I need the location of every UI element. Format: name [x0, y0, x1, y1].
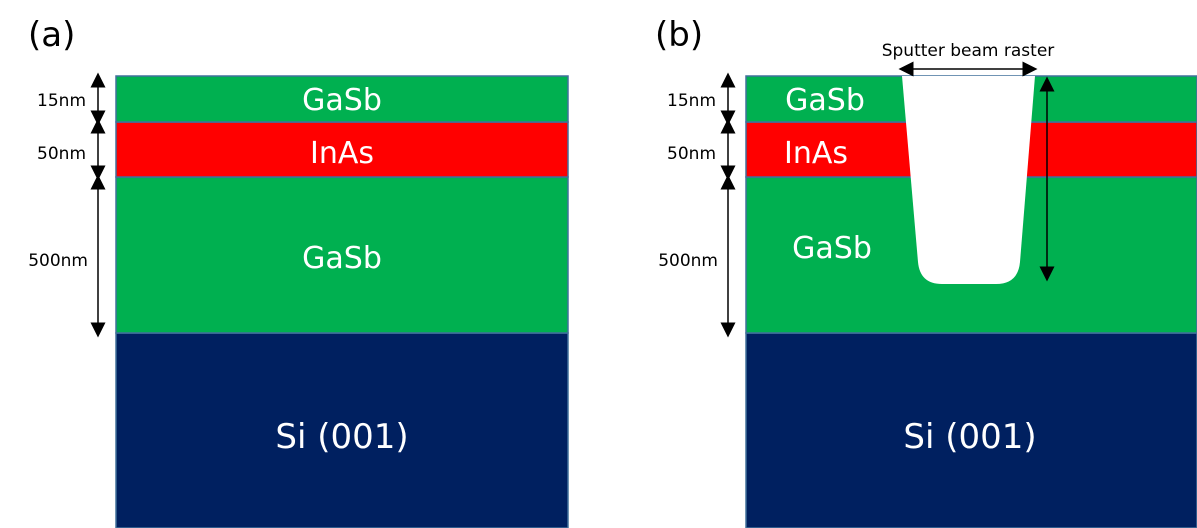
panel-a-dimension-group: 15nm 50nm 500nm [28, 72, 106, 338]
panel-b-sputter-crater [902, 76, 1035, 284]
panel-a-substrate-label: Si (001) [275, 417, 408, 457]
panel-b-layer-stack: GaSb InAs GaSb Si (001) [745, 75, 1197, 528]
panel-b-label: (b) [655, 15, 703, 55]
panel-b-substrate-layer [745, 332, 1197, 528]
panel-b-dimension-group: 15nm 50nm 500nm [658, 72, 736, 338]
panel-a-top-gasb-label: GaSb [302, 83, 382, 118]
panel-a: (a) GaSb InAs GaSb Si (001) 15nm 50nm 50… [28, 15, 569, 528]
panel-a-top-gasb-layer [115, 75, 569, 123]
panel-b-sputter-beam-raster-label: Sputter beam raster [882, 41, 1055, 61]
panel-a-inas-label: InAs [310, 136, 374, 171]
panel-a-buffer-gasb-layer [115, 176, 569, 334]
panel-a-inas-thickness: 50nm [37, 144, 86, 164]
panel-b-raster-annotation: Sputter beam raster [882, 41, 1055, 282]
panel-a-top-gasb-thickness: 15nm [37, 91, 86, 111]
panel-b-top-gasb-thickness: 15nm [667, 91, 716, 111]
panel-a-substrate-layer [115, 332, 569, 528]
panel-a-buffer-gasb-thickness: 500nm [28, 251, 88, 271]
panel-b-buffer-gasb-thickness: 500nm [658, 251, 718, 271]
panel-b: (b) GaSb InAs GaSb Si (001) Sputter beam… [655, 15, 1197, 528]
panel-b-inas-thickness: 50nm [667, 144, 716, 164]
panel-b-substrate-label: Si (001) [903, 417, 1036, 457]
panel-a-buffer-gasb-label: GaSb [302, 241, 382, 276]
panel-b-top-gasb-label: GaSb [785, 83, 865, 118]
panel-a-label: (a) [28, 15, 75, 55]
panel-a-inas-layer [115, 121, 569, 178]
panel-b-inas-label: InAs [784, 136, 848, 171]
panel-a-layer-stack: GaSb InAs GaSb Si (001) [115, 75, 569, 528]
panel-b-buffer-gasb-label: GaSb [792, 231, 872, 266]
